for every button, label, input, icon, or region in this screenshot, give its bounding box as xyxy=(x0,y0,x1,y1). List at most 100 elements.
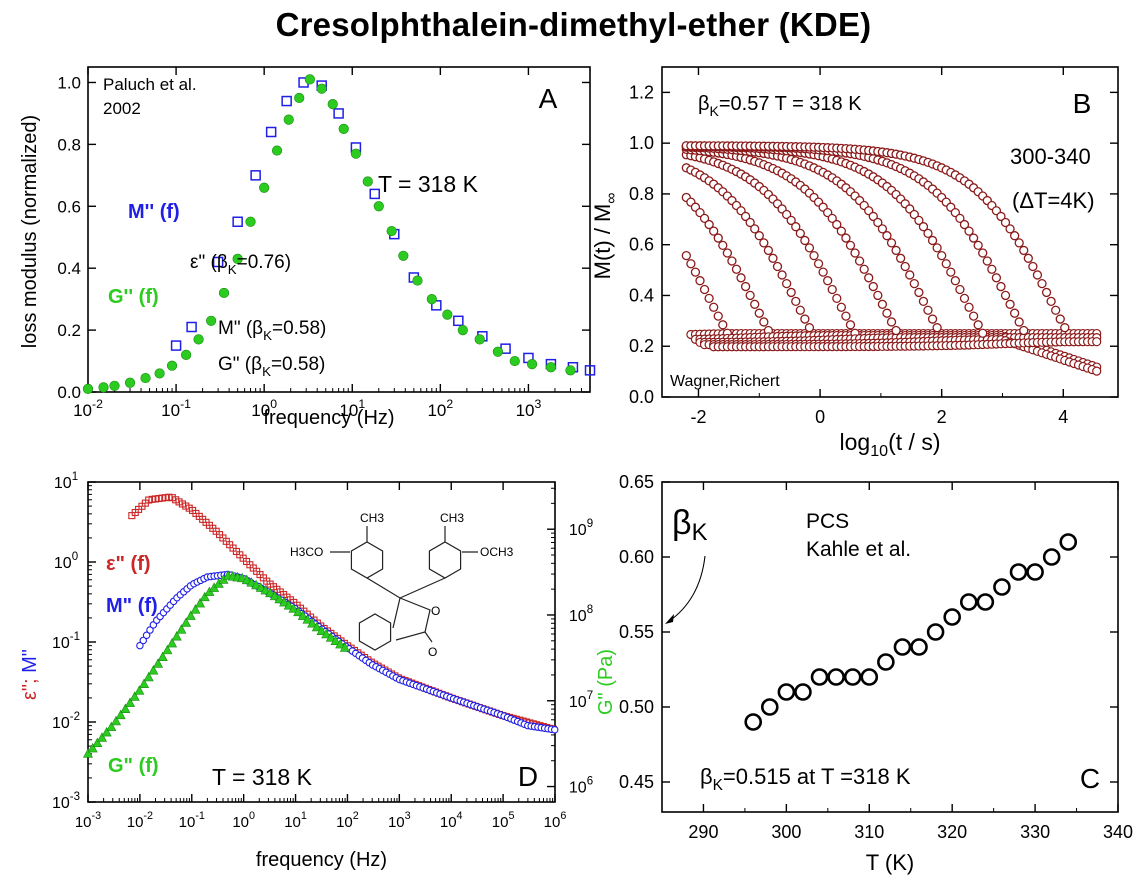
molecule-bonds xyxy=(330,526,478,643)
data-point-g xyxy=(457,324,468,336)
data-point-m xyxy=(250,170,261,181)
data-point xyxy=(873,290,883,301)
data-point xyxy=(1000,290,1011,301)
y-tick-label: 0.8 xyxy=(629,184,654,204)
data-point xyxy=(809,250,819,261)
x-tick-label: 101 xyxy=(339,397,365,420)
data-point xyxy=(699,213,710,224)
x-tick-label: 106 xyxy=(544,810,567,831)
data-point-g xyxy=(199,591,210,602)
data-point-g xyxy=(545,362,557,373)
panel-letter: B xyxy=(1073,88,1092,119)
data-point xyxy=(818,267,828,277)
y-tick-label: 0.4 xyxy=(57,259,81,278)
data-point-g xyxy=(271,145,283,156)
y-tick-label: 0.55 xyxy=(619,622,654,642)
data-point xyxy=(973,320,983,330)
series-label-m: M" (f) xyxy=(106,595,158,617)
plot-frame xyxy=(661,481,1119,813)
data-point xyxy=(690,267,701,277)
data-point xyxy=(1041,287,1052,298)
data-point xyxy=(959,293,970,304)
data-point xyxy=(918,222,929,232)
data-point-g xyxy=(288,603,299,613)
data-point xyxy=(909,278,919,289)
data-point-g xyxy=(97,732,108,742)
data-point-g xyxy=(166,360,178,371)
data-point xyxy=(681,250,691,261)
data-point xyxy=(905,270,915,280)
data-point xyxy=(927,314,938,324)
data-point xyxy=(845,320,856,330)
beta-annotation: ε" (βK=0.76) xyxy=(190,252,291,277)
data-point xyxy=(1019,245,1029,256)
data-point xyxy=(841,311,851,321)
x-tick-label: 10-3 xyxy=(75,810,101,831)
x-tick-label: 10-2 xyxy=(127,810,153,831)
data-point xyxy=(786,215,796,226)
data-point xyxy=(827,668,845,686)
y-tick-label: 0.60 xyxy=(619,547,654,567)
data-point-m xyxy=(453,315,464,327)
x-tick-label: 10-2 xyxy=(73,397,103,420)
data-point-g xyxy=(251,579,262,590)
data-point-g xyxy=(260,584,271,595)
data-point-g xyxy=(154,368,165,379)
data-point xyxy=(873,217,883,228)
x-tick-label: 104 xyxy=(440,810,463,831)
data-point-g xyxy=(140,372,151,384)
data-point-g xyxy=(92,737,103,748)
data-point xyxy=(900,261,910,272)
data-point-g xyxy=(327,99,338,110)
data-point xyxy=(1092,366,1102,376)
data-point xyxy=(1037,278,1047,289)
data-point-g xyxy=(98,382,109,393)
y-right-tick-label: 109 xyxy=(569,518,593,539)
data-point xyxy=(795,305,805,315)
data-point xyxy=(745,217,755,228)
data-point-g xyxy=(321,628,332,639)
x-tick-label: 320 xyxy=(937,822,967,842)
data-point-m xyxy=(142,631,151,640)
data-point xyxy=(946,267,956,277)
data-point-g xyxy=(206,315,217,326)
plot-frame xyxy=(87,481,556,803)
data-point-m xyxy=(139,636,148,645)
data-point xyxy=(850,248,860,258)
data-point xyxy=(772,261,783,272)
y-tick-label: 0.6 xyxy=(629,235,654,255)
y-tick-label: 10-3 xyxy=(52,791,80,812)
data-point xyxy=(932,243,942,253)
data-point xyxy=(759,317,769,327)
data-point xyxy=(791,222,801,232)
x-tick-label: 10-1 xyxy=(161,397,191,420)
x-axis-label: frequency (Hz) xyxy=(263,407,394,429)
data-point xyxy=(937,250,947,261)
data-point xyxy=(955,284,965,295)
data-point xyxy=(910,638,928,656)
data-point xyxy=(1059,533,1078,551)
data-point-m xyxy=(212,256,224,268)
data-point xyxy=(713,233,723,243)
delta-annotation: (ΔT=4K) xyxy=(1012,188,1095,213)
data-point-g xyxy=(255,582,266,592)
data-point xyxy=(932,323,942,333)
data-point xyxy=(868,281,878,292)
data-point xyxy=(1014,317,1024,327)
data-point xyxy=(836,226,847,236)
data-point-g xyxy=(274,593,285,604)
data-point-g xyxy=(294,92,305,104)
data-point-m xyxy=(232,216,243,228)
data-point-g xyxy=(83,748,93,758)
data-point xyxy=(959,219,970,230)
panel-b: -2 0 2 4 0.0 0.2 0.4 0.6 0.8 1.0 1.2 log10(t / s) M(… xyxy=(590,66,1119,460)
x-tick-label: 4 xyxy=(1058,407,1068,427)
beta-annotation: M" (βK=0.58) xyxy=(218,318,326,343)
x-tick-label: 103 xyxy=(388,810,411,831)
data-point-g xyxy=(279,596,290,607)
data-point-g xyxy=(185,610,196,620)
data-point xyxy=(1019,325,1029,336)
data-point xyxy=(1009,308,1020,318)
ref-annotation: 2002 xyxy=(103,99,141,118)
data-point-g xyxy=(195,597,206,608)
